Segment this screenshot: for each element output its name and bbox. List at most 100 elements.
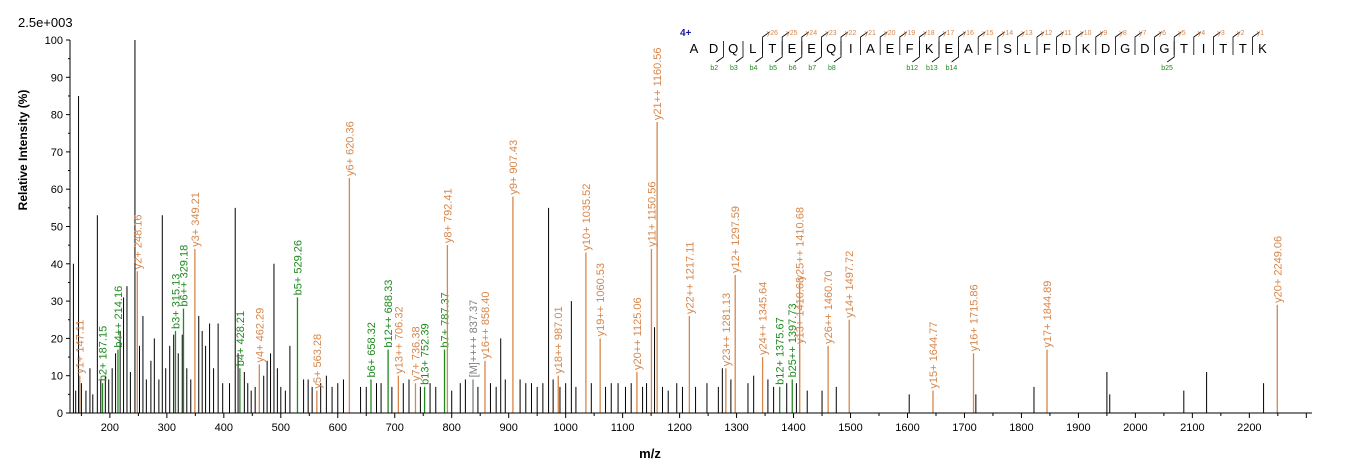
b-ion-label: b14 (946, 65, 958, 72)
y-ion-bracket (1095, 31, 1104, 55)
peak-label: [M]++++ 837.37 (468, 300, 480, 378)
y-ion-label: y15 (982, 30, 993, 37)
peptide-residue: T (768, 41, 776, 56)
peptide-residue: K (1258, 41, 1267, 56)
x-tick-label: 1400 (781, 422, 805, 434)
peak-label: b7+ 787.37 (440, 292, 452, 347)
peak-label: y7+ 736.38 (410, 326, 422, 381)
peptide-residue: T (1219, 41, 1227, 56)
peak-label: y5+ 563.28 (312, 334, 324, 389)
peptide-residue: G (1120, 41, 1130, 56)
y-ion-label: y17 (943, 30, 954, 37)
background-peaks (72, 40, 1265, 413)
y-ion-label: y25 (786, 30, 797, 37)
y-ion-label: y5 (1178, 30, 1186, 37)
peak-label: y20+ 2249.06 (1272, 236, 1284, 303)
peptide-residue: L (1024, 41, 1031, 56)
peak-label: b2+ 187.15 (98, 326, 110, 381)
b-ion-bracket (931, 41, 940, 63)
y-ion-bracket (1154, 31, 1162, 55)
peak-label: b25++ 1397.73 (787, 303, 799, 377)
peptide-residue: S (1003, 41, 1012, 56)
peptide-residue: D (1062, 41, 1071, 56)
peptide-residue: A (964, 41, 973, 56)
x-tick-label: 1700 (952, 422, 976, 434)
y-ion-label: y22 (845, 30, 856, 37)
peptide-residue: T (1180, 41, 1188, 56)
y-ion-label: y14 (1002, 30, 1013, 37)
peptide-residue: D (1101, 41, 1110, 56)
x-tick-label: 700 (386, 422, 404, 434)
peak-label: y12+ 1297.59 (730, 206, 742, 273)
peak-label: y22++ 1217.11 (684, 241, 696, 314)
y-ion-bracket (1115, 31, 1123, 55)
b-ion-label: b2 (710, 65, 718, 72)
peptide-residue: F (1043, 41, 1051, 56)
y-ion-label: y1 (1257, 30, 1265, 37)
y-ion-bracket (1056, 31, 1064, 55)
y-ion-label: y7 (1139, 30, 1147, 37)
y-ion-label: y19 (904, 30, 915, 37)
peak-label: y20++ 1125.06 (632, 297, 644, 370)
y-ion-label: y8 (1119, 30, 1127, 37)
peptide-residue: F (906, 41, 914, 56)
y-ion-label: y21 (865, 30, 876, 37)
y-ion-label: y12 (1041, 30, 1052, 37)
peak-label: y10+ 1035.52 (581, 184, 593, 251)
y-ion-bracket (1036, 31, 1045, 55)
y-ion-label: y6 (1159, 30, 1167, 37)
y-ion-bracket (977, 31, 986, 55)
y-ion-label: y9 (1100, 30, 1108, 37)
y-ticks: 0 10 20 30 40 50 60 70 80 90 100 (45, 35, 70, 420)
y-ion-bracket (997, 31, 1006, 55)
peak-label: y6+ 620.36 (344, 121, 356, 176)
y-ion-bracket (1017, 31, 1025, 55)
peak-label: b3+ 315.13 (170, 274, 182, 329)
y-ion-bracket (1252, 31, 1260, 55)
peak-label: y15+ 1644.77 (928, 322, 940, 389)
y-ion-label: y18 (923, 30, 934, 37)
y-tick-label: 10 (51, 371, 63, 383)
x-tick-label: 1800 (1009, 422, 1033, 434)
peptide-residue: F (984, 41, 992, 56)
peak-label: y23++ 1281.13 (721, 293, 733, 366)
b-ion-bracket (755, 41, 763, 63)
peptide-residue: A (690, 41, 699, 56)
b-ion-label: b7 (808, 65, 816, 72)
x-tick-label: 900 (500, 422, 518, 434)
y-tick-label: 100 (45, 35, 63, 47)
peak-label: y8+ 792.41 (442, 188, 454, 243)
peptide-residue: E (944, 41, 953, 56)
b-ion-bracket (735, 41, 744, 63)
y-ion-label: y3 (1217, 30, 1225, 37)
x-tick-label: 1600 (895, 422, 919, 434)
y-ion-label: y24 (806, 30, 817, 37)
y-ion-bracket (1193, 31, 1202, 55)
b-ion-label: b4 (750, 65, 758, 72)
peptide-residue: I (1202, 41, 1206, 56)
peptide-residue: D (1140, 41, 1149, 56)
peak-label: y24++ 1345.64 (758, 282, 770, 355)
b-ion-bracket (912, 41, 920, 63)
charge-state-label: 4+ (680, 28, 692, 39)
peak-label: y25++ 1410.68 (795, 207, 807, 280)
y-ion-label: y16 (963, 30, 974, 37)
y-ion-bracket (1213, 31, 1221, 55)
y-tick-label: 40 (51, 259, 63, 271)
peak-label: y4+ 462.29 (254, 308, 266, 363)
b-ion-bracket (774, 41, 783, 63)
peak-label: y18++ 987.01 (553, 306, 565, 373)
peak-label: y11+ 1150.56 (646, 182, 658, 247)
peak-label: y1+ 147.11 (75, 320, 87, 374)
y-tick-label: 90 (51, 72, 63, 84)
peak-label: b12+ 1375.67 (775, 317, 787, 385)
b-ion-bracket (716, 41, 724, 63)
x-ticks: 200 300 400 500 600 700 800 900 1000 1100 1200 1300… (80, 413, 1307, 434)
peak-label: y26++ 1460.70 (823, 270, 835, 343)
x-axis-label: m/z (639, 446, 661, 461)
b-ion-label: b5 (769, 65, 777, 72)
y-tick-label: 80 (51, 110, 63, 122)
peak-label: y19++ 1060.53 (595, 263, 607, 336)
y-ion-bracket (1075, 31, 1084, 55)
peak-label: y21++ 1160.56 (652, 47, 664, 120)
